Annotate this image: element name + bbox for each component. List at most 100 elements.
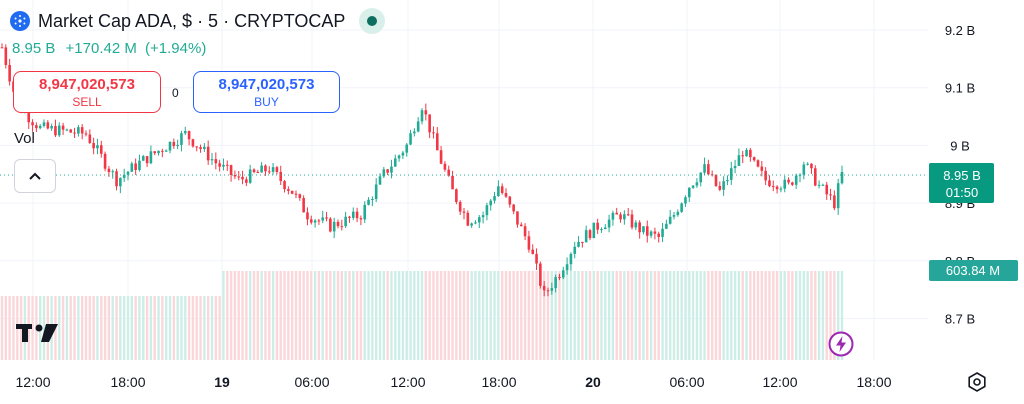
candle-body [119,177,122,187]
volume-bar [531,271,534,360]
candle-body [466,212,470,226]
candle-body [512,204,515,212]
candle-body [733,165,737,169]
candle-body [191,139,195,147]
volume-bar [386,271,389,360]
candle-body [183,131,187,134]
candle-body [210,159,214,161]
candle-body [687,187,691,198]
candle-body [46,122,50,129]
candle-body [603,227,607,230]
candle-body [424,110,428,115]
buy-label: BUY [254,95,279,109]
volume-bar [481,271,485,360]
candle-body [229,165,233,176]
volume-indicator-label[interactable]: Vol [14,130,35,147]
candle-body [794,175,798,185]
candle-body [577,241,580,247]
candle-body [516,211,519,225]
candle-body [35,125,38,129]
gear-icon[interactable] [966,371,988,393]
volume-bar [187,296,191,360]
candle-body [451,175,454,190]
candle-body [134,163,137,170]
volume-bar [710,271,714,360]
candle-body [393,158,397,167]
volume-bar [562,271,565,360]
sell-button[interactable]: 8,947,020,573 SELL [13,71,161,113]
candle-body [554,276,557,289]
volume-bar [451,271,454,360]
volume-bar [527,271,531,360]
buy-button[interactable]: 8,947,020,573 BUY [193,71,340,113]
candle-body [649,231,653,236]
volume-bar [157,296,160,360]
candle-body [130,163,134,172]
volume-bar [8,296,11,360]
candle-body [707,164,710,175]
candle-body [42,122,46,126]
market-status-icon[interactable] [359,8,386,34]
symbol-title[interactable]: Market Cap ADA, $ · 5 · CRYPTOCAP [38,10,346,31]
volume-bar [184,296,187,360]
tradingview-logo[interactable] [16,322,58,344]
candle-body [378,176,382,185]
volume-bar [92,296,95,360]
spread-value: 0 [172,86,179,100]
volume-bar [462,271,466,360]
volume-bar [210,296,214,360]
volume-bar [577,271,580,360]
volume-bar [405,271,408,360]
candle-body [550,288,554,291]
candle-body [145,156,149,164]
candlestick-series [0,43,844,297]
candle-body [65,129,69,131]
candle-body [50,126,53,129]
volume-bar [222,271,225,360]
volume-bar [161,296,164,360]
collapse-button[interactable] [14,159,56,193]
candle-body [829,194,832,196]
volume-bar [634,271,638,360]
candle-body [245,179,248,183]
candle-body [672,215,676,217]
volume-bar [111,296,114,360]
volume-bar [714,271,718,360]
candle-body [813,168,817,186]
candle-body [214,159,218,164]
volume-bar [439,271,443,360]
candle-body [561,270,565,278]
lightning-icon[interactable] [828,331,854,357]
candle-body [344,216,347,227]
volume-bar [814,271,817,360]
price-change-percent: (+1.94%) [145,40,207,57]
volume-bar [508,271,512,360]
candle-body [420,110,424,122]
volume-bar [378,271,382,360]
volume-bar [695,271,699,360]
candle-body [256,172,260,174]
volume-bar [256,271,260,360]
candle-body [8,64,11,82]
volume-bar [749,271,752,360]
candle-body [485,205,489,216]
volume-bar [31,296,34,360]
time-axis[interactable]: 12:00 18:00 19 06:00 12:00 18:00 20 06:00 12:00 1… [15,374,891,390]
volume-bar [416,271,420,360]
volume-bar [573,271,576,360]
candle-body [321,217,325,221]
volume-bar [397,271,401,360]
volume-bar [478,271,481,360]
volume-bar [558,271,561,360]
candle-body [443,163,447,170]
volume-bar [313,271,317,360]
volume-bar [195,296,198,360]
volume-bar [649,271,653,360]
volume-bar [821,271,825,360]
volume-bar [241,271,244,360]
volume-bar [287,271,290,360]
volume-bar [485,271,489,360]
volume-bar [61,296,65,360]
candle-body [665,223,668,229]
